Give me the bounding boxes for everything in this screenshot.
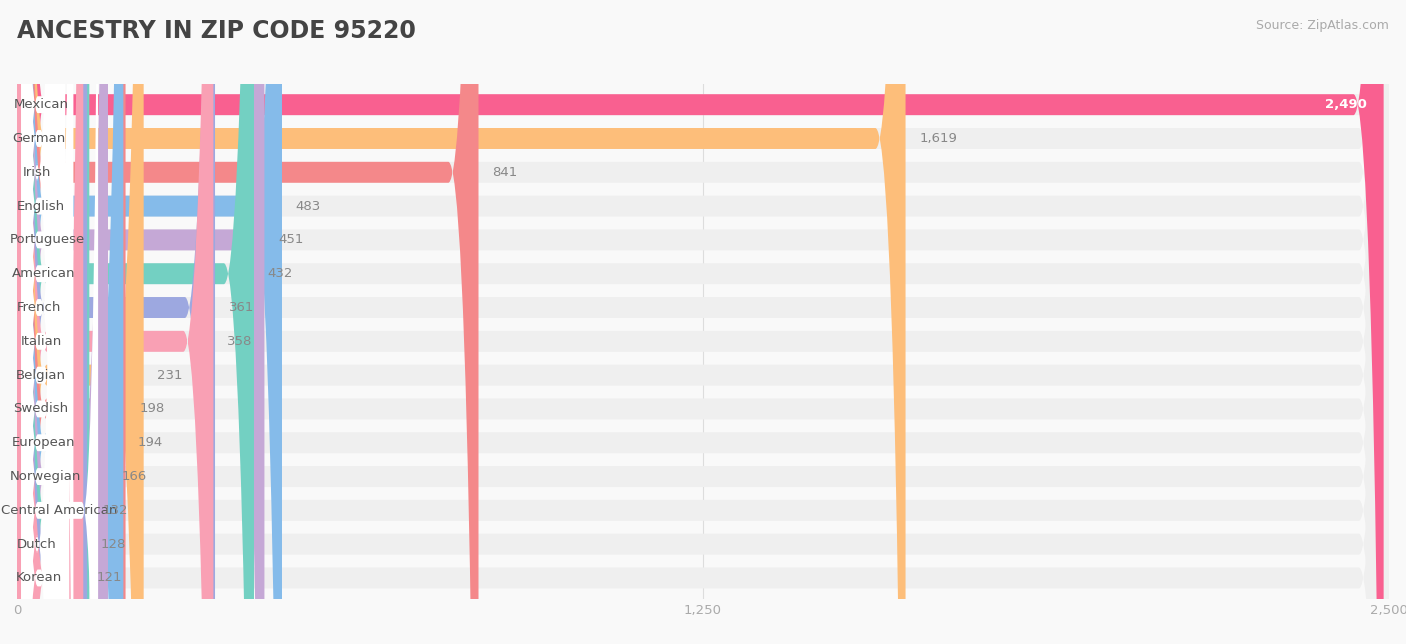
- Text: 194: 194: [136, 436, 162, 450]
- Text: 231: 231: [157, 368, 183, 382]
- FancyBboxPatch shape: [17, 0, 83, 644]
- FancyBboxPatch shape: [17, 0, 125, 644]
- Text: Belgian: Belgian: [15, 368, 66, 382]
- Text: Irish: Irish: [22, 166, 51, 179]
- FancyBboxPatch shape: [17, 0, 1389, 644]
- Text: 198: 198: [139, 402, 165, 415]
- Text: 1,619: 1,619: [920, 132, 957, 145]
- FancyBboxPatch shape: [17, 0, 1389, 644]
- Text: 358: 358: [228, 335, 253, 348]
- Text: 166: 166: [122, 470, 148, 483]
- Text: European: European: [11, 436, 75, 450]
- FancyBboxPatch shape: [17, 0, 124, 644]
- FancyBboxPatch shape: [17, 0, 1389, 644]
- FancyBboxPatch shape: [21, 0, 60, 644]
- FancyBboxPatch shape: [21, 0, 56, 644]
- FancyBboxPatch shape: [21, 0, 65, 644]
- Text: 121: 121: [97, 571, 122, 585]
- FancyBboxPatch shape: [17, 0, 478, 644]
- FancyBboxPatch shape: [21, 0, 98, 644]
- Text: 132: 132: [103, 504, 128, 517]
- FancyBboxPatch shape: [17, 0, 1389, 644]
- FancyBboxPatch shape: [21, 0, 53, 644]
- FancyBboxPatch shape: [17, 0, 1389, 644]
- Text: French: French: [17, 301, 62, 314]
- FancyBboxPatch shape: [17, 0, 215, 644]
- FancyBboxPatch shape: [21, 0, 56, 644]
- FancyBboxPatch shape: [17, 0, 87, 644]
- FancyBboxPatch shape: [21, 0, 73, 644]
- FancyBboxPatch shape: [17, 0, 214, 644]
- Text: English: English: [17, 200, 65, 213]
- Text: Swedish: Swedish: [14, 402, 69, 415]
- Text: American: American: [11, 267, 75, 280]
- FancyBboxPatch shape: [17, 0, 108, 644]
- FancyBboxPatch shape: [21, 0, 60, 644]
- FancyBboxPatch shape: [17, 0, 1389, 644]
- Text: 2,490: 2,490: [1326, 98, 1367, 111]
- Text: Dutch: Dutch: [17, 538, 56, 551]
- FancyBboxPatch shape: [21, 0, 65, 644]
- Text: 128: 128: [101, 538, 127, 551]
- Text: 483: 483: [295, 200, 321, 213]
- Text: Italian: Italian: [21, 335, 62, 348]
- FancyBboxPatch shape: [17, 0, 143, 644]
- Text: 451: 451: [278, 233, 304, 247]
- Text: Source: ZipAtlas.com: Source: ZipAtlas.com: [1256, 19, 1389, 32]
- Text: Norwegian: Norwegian: [10, 470, 82, 483]
- FancyBboxPatch shape: [17, 0, 1389, 644]
- Text: ANCESTRY IN ZIP CODE 95220: ANCESTRY IN ZIP CODE 95220: [17, 19, 416, 43]
- FancyBboxPatch shape: [17, 0, 1389, 644]
- Text: German: German: [13, 132, 66, 145]
- FancyBboxPatch shape: [21, 0, 53, 644]
- FancyBboxPatch shape: [17, 0, 1389, 644]
- FancyBboxPatch shape: [17, 0, 283, 644]
- FancyBboxPatch shape: [17, 0, 1389, 644]
- FancyBboxPatch shape: [21, 0, 60, 644]
- FancyBboxPatch shape: [17, 0, 905, 644]
- Text: 361: 361: [229, 301, 254, 314]
- FancyBboxPatch shape: [17, 0, 1389, 644]
- Text: 432: 432: [267, 267, 292, 280]
- FancyBboxPatch shape: [17, 0, 90, 644]
- FancyBboxPatch shape: [21, 0, 60, 644]
- Text: Central American: Central American: [1, 504, 118, 517]
- Text: 841: 841: [492, 166, 517, 179]
- FancyBboxPatch shape: [21, 0, 56, 644]
- FancyBboxPatch shape: [17, 0, 1389, 644]
- Text: Portuguese: Portuguese: [10, 233, 84, 247]
- FancyBboxPatch shape: [17, 0, 1389, 644]
- Text: Korean: Korean: [15, 571, 62, 585]
- FancyBboxPatch shape: [17, 0, 1384, 644]
- FancyBboxPatch shape: [17, 0, 1389, 644]
- FancyBboxPatch shape: [17, 0, 264, 644]
- Text: Mexican: Mexican: [14, 98, 69, 111]
- FancyBboxPatch shape: [21, 0, 60, 644]
- FancyBboxPatch shape: [17, 0, 1389, 644]
- FancyBboxPatch shape: [21, 0, 69, 644]
- FancyBboxPatch shape: [17, 0, 254, 644]
